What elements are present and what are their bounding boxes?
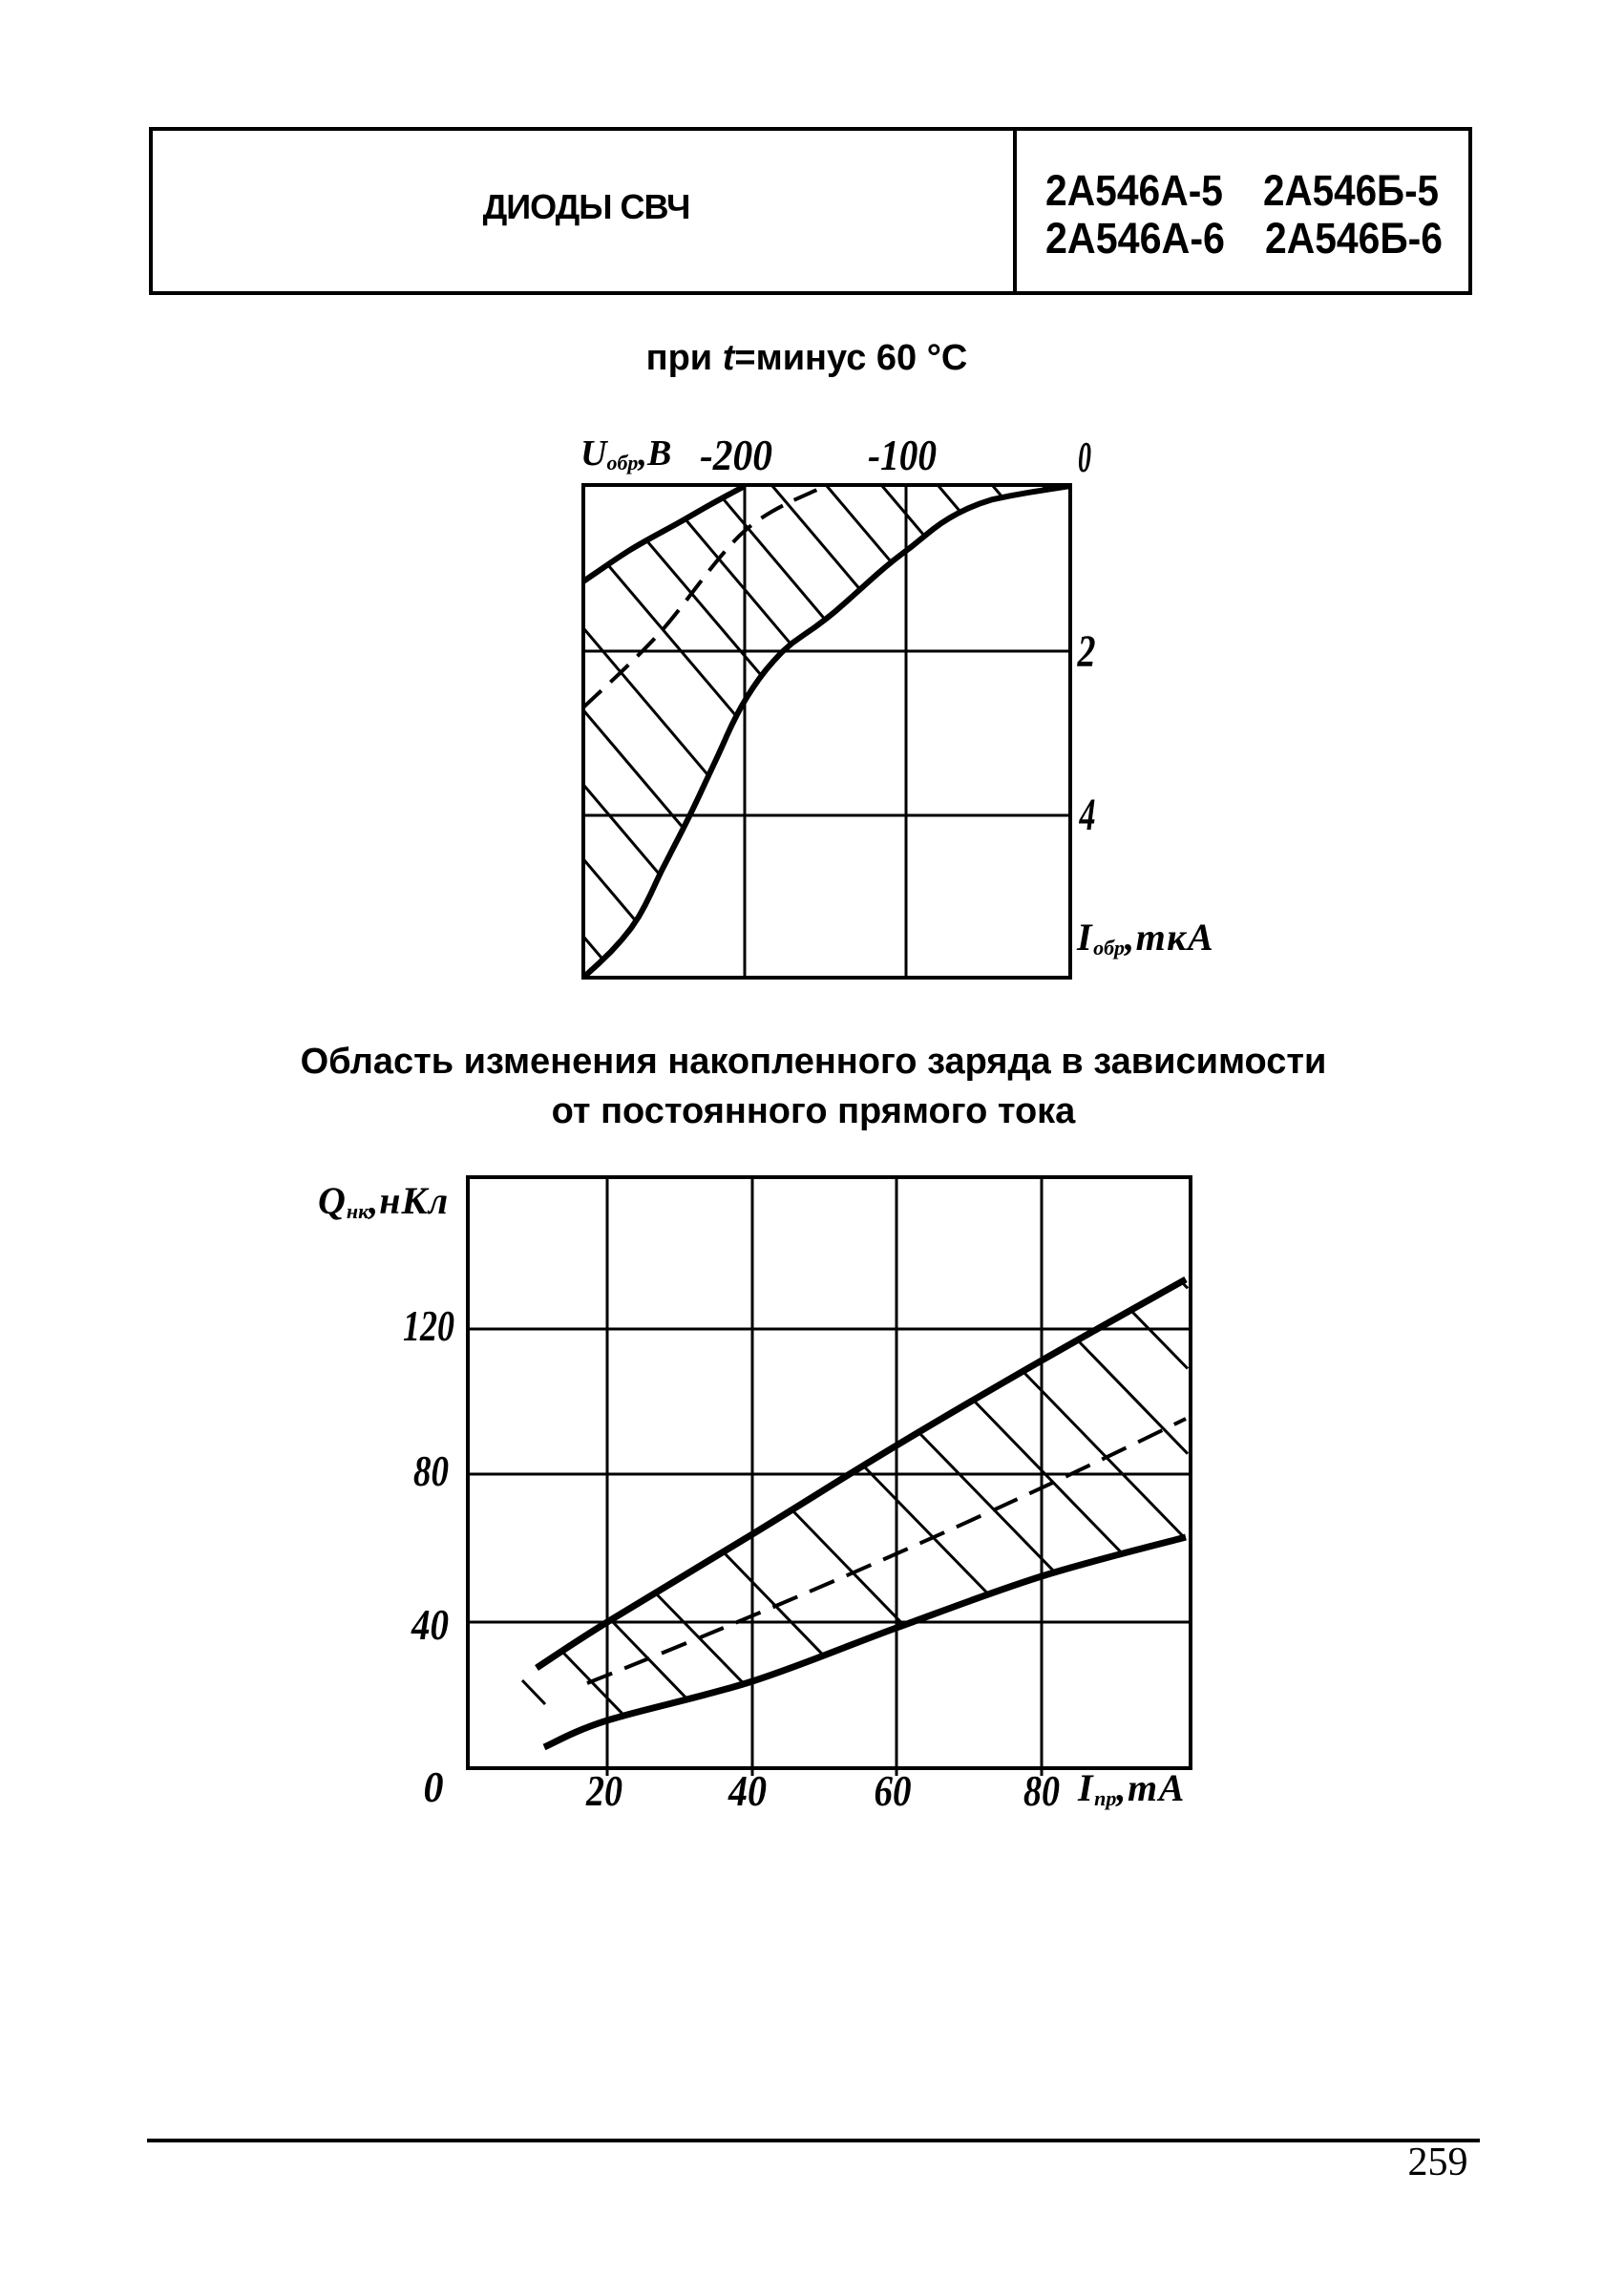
- svg-text:80: 80: [413, 1447, 449, 1495]
- svg-text:ДИОДЫ СВЧ: ДИОДЫ СВЧ: [483, 187, 690, 226]
- svg-text:2А546Б-6: 2А546Б-6: [1265, 214, 1443, 263]
- svg-text:-100: -100: [868, 432, 937, 479]
- svg-text:Qнк,нКл: Qнк,нКл: [318, 1179, 449, 1223]
- svg-text:60: 60: [875, 1767, 912, 1815]
- svg-text:Область изменения накопленного: Область изменения накопленного заряда в …: [301, 1042, 1327, 1082]
- svg-text:Iобр,mкА: Iобр,mкА: [1076, 916, 1214, 960]
- svg-text:Iпр,mА: Iпр,mА: [1077, 1766, 1186, 1810]
- svg-text:0: 0: [424, 1763, 444, 1811]
- svg-text:2А546Б-5: 2А546Б-5: [1263, 166, 1439, 215]
- svg-text:259: 259: [1408, 2141, 1468, 2184]
- svg-text:при t=минус 60 °С: при t=минус 60 °С: [646, 338, 968, 378]
- svg-text:40: 40: [411, 1601, 449, 1649]
- svg-text:4: 4: [1079, 790, 1096, 840]
- svg-text:-200: -200: [700, 432, 772, 479]
- svg-text:20: 20: [585, 1767, 622, 1815]
- svg-text:0: 0: [1078, 433, 1091, 481]
- svg-text:40: 40: [728, 1767, 767, 1815]
- svg-text:2А546А-6: 2А546А-6: [1045, 214, 1225, 263]
- svg-text:от постоянного прямого тока: от постоянного прямого тока: [552, 1091, 1077, 1131]
- svg-text:2А546А-5: 2А546А-5: [1045, 166, 1223, 215]
- svg-text:120: 120: [403, 1302, 454, 1350]
- svg-text:Uобр,В: Uобр,В: [580, 433, 671, 475]
- svg-text:80: 80: [1023, 1767, 1060, 1815]
- svg-text:2: 2: [1077, 626, 1096, 677]
